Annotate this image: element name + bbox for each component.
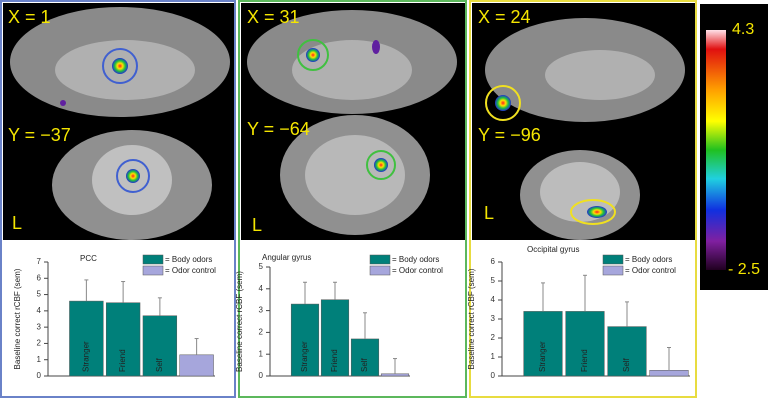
slice-label: X = 24 (478, 7, 531, 27)
slice-label: Y = −96 (478, 125, 541, 145)
category-label: Stranger (300, 341, 309, 372)
slice-label: Y = −64 (247, 119, 310, 139)
side-label: L (484, 203, 494, 223)
legend-label: = Body odors (392, 255, 439, 264)
y-tick-label: 1 (491, 352, 496, 361)
side-label: L (12, 213, 22, 233)
bar (180, 355, 214, 376)
bar (650, 370, 689, 376)
brain-images (3, 3, 695, 240)
y-tick-label: 2 (259, 328, 264, 337)
y-tick-label: 3 (491, 314, 496, 323)
y-tick-label: 0 (37, 371, 42, 380)
y-tick-label: 5 (491, 276, 496, 285)
figure: 4.3 - 2.5 X = 1 Y = −37 L X = 31 Y = −64 L X =… (0, 0, 770, 399)
category-label: Self (360, 357, 369, 372)
y-tick-label: 4 (37, 306, 42, 315)
legend-swatch (603, 255, 623, 264)
y-tick-label: 5 (259, 262, 264, 271)
y-tick-label: 3 (37, 322, 42, 331)
bar (381, 374, 409, 376)
y-tick-label: 6 (491, 257, 496, 266)
category-label: Stranger (538, 341, 547, 372)
y-axis-label: Baseline correct rCBF (sem) (235, 271, 244, 372)
y-tick-label: 2 (491, 333, 496, 342)
y-tick-label: 1 (259, 349, 264, 358)
legend-label: = Odor control (625, 266, 676, 275)
slice-label: Y = −37 (8, 125, 71, 145)
y-tick-label: 6 (37, 273, 42, 282)
legend-label: = Odor control (165, 266, 216, 275)
category-label: Friend (580, 349, 589, 372)
legend-swatch (603, 266, 623, 275)
legend-swatch (370, 266, 390, 275)
chart-title: PCC (80, 254, 97, 263)
legend-swatch (143, 255, 163, 264)
category-label: Self (622, 357, 631, 372)
colorbar-max: 4.3 (732, 21, 754, 38)
colorbar (706, 30, 726, 270)
y-axis-label: Baseline correct rCBF (sem) (467, 268, 476, 369)
y-tick-label: 1 (37, 355, 42, 364)
legend-label: = Body odors (165, 255, 212, 264)
y-tick-label: 3 (259, 306, 264, 315)
category-label: Friend (330, 349, 339, 372)
legend-swatch (143, 266, 163, 275)
legend-label: = Body odors (625, 255, 672, 264)
legend-swatch (370, 255, 390, 264)
y-axis-label: Baseline correct rCBF (sem) (13, 268, 22, 369)
y-tick-label: 4 (491, 295, 496, 304)
category-label: Friend (118, 349, 127, 372)
colorbar-min: - 2.5 (728, 261, 760, 278)
y-tick-label: 2 (37, 339, 42, 348)
y-tick-label: 0 (259, 371, 264, 380)
category-label: Self (155, 357, 164, 372)
slice-label: X = 31 (247, 7, 300, 27)
y-tick-label: 7 (37, 257, 42, 266)
y-tick-label: 0 (491, 371, 496, 380)
legend-label: = Odor control (392, 266, 443, 275)
side-label: L (252, 215, 262, 235)
y-tick-label: 5 (37, 290, 42, 299)
category-label: Stranger (81, 341, 90, 372)
chart-title: Angular gyrus (262, 253, 311, 262)
slice-label: X = 1 (8, 7, 51, 27)
chart-title: Occipital gyrus (527, 245, 579, 254)
y-tick-label: 4 (259, 284, 264, 293)
